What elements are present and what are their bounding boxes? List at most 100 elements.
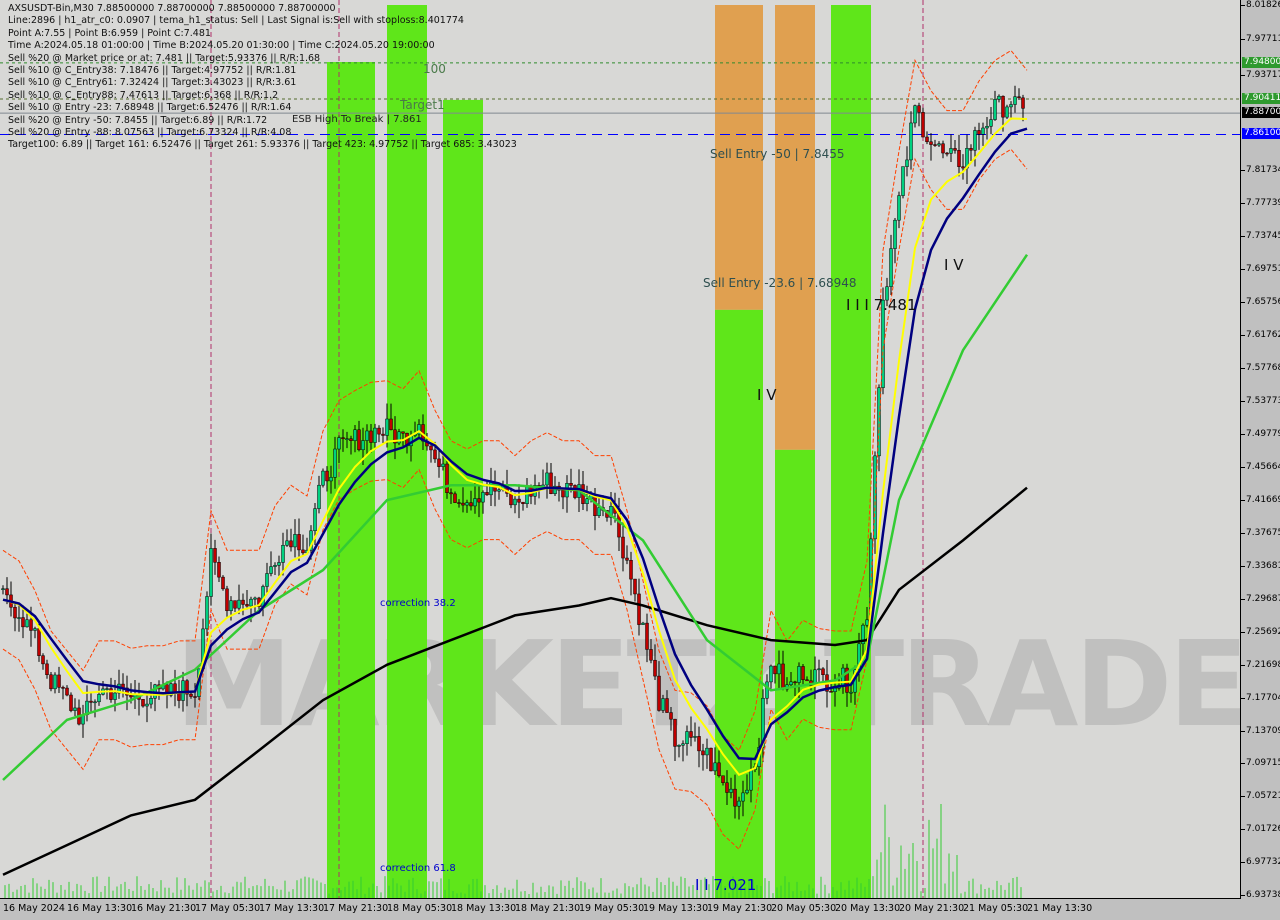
ma-fast-navy-line [2, 127, 1028, 761]
candle-body [877, 387, 881, 457]
candle-body [485, 492, 489, 496]
candle-body [709, 747, 713, 772]
correction-618-label: correction 61.8 [380, 863, 456, 874]
candle-body [289, 540, 293, 548]
candle-body [585, 498, 589, 504]
candle-body [65, 687, 69, 696]
candle-body [637, 593, 641, 625]
candle-body [625, 557, 629, 561]
candle-body [973, 130, 977, 151]
candle-body [149, 697, 153, 705]
candle-body [665, 698, 669, 713]
candle-body [573, 485, 577, 498]
candle-body [885, 286, 889, 301]
info-line: Sell %10 @ C_Entry61: 7.32424 || Target:… [8, 77, 297, 89]
candle-body [349, 438, 353, 441]
ma-fast-yellow-line [2, 117, 1028, 777]
candle-body [189, 693, 193, 697]
candle-body [805, 679, 809, 682]
plot-area[interactable]: MARKETZ|TRADE AXSUSDT-Bin,M30 7.88500000… [0, 0, 1241, 899]
candle-body [129, 694, 133, 698]
candle-body [245, 604, 249, 607]
candle-body [865, 619, 869, 626]
candle-body [933, 144, 937, 146]
price-tick-label: 7.69751 [1240, 263, 1280, 275]
wave-iii-label: I I I 7.481 [846, 296, 917, 314]
candle-body [701, 750, 705, 756]
candle-body [989, 119, 993, 127]
candle-body [317, 484, 321, 509]
candle-body [781, 663, 785, 690]
price-tick-label: 7.01726 [1240, 823, 1280, 835]
candle-body [325, 470, 329, 482]
candle-body [437, 458, 441, 467]
orange-zone [775, 5, 815, 450]
orange-zone [715, 5, 763, 310]
candle-body [729, 788, 733, 793]
lower-band-line [2, 148, 1028, 851]
candle-body [621, 536, 625, 559]
candle-body [905, 159, 909, 167]
candle-body [1005, 106, 1009, 118]
candle-body [397, 431, 401, 444]
candle-body [1021, 97, 1025, 109]
candle-body [205, 596, 209, 630]
candle-body [105, 688, 109, 690]
candle-body [717, 762, 721, 777]
time-tick-label: 16 May 2024 [3, 903, 65, 914]
candle-body [697, 736, 701, 752]
price-tick-label: 7.09715 [1240, 757, 1280, 769]
candle-body [833, 687, 837, 692]
price-tick-label: 7.77739 [1240, 197, 1280, 209]
candle-body [141, 699, 145, 707]
candle-body [373, 427, 377, 443]
candle-body [1001, 95, 1005, 118]
price-tick-label: 7.41669 [1240, 494, 1280, 506]
green-zone [775, 449, 815, 898]
candle-body [457, 502, 461, 504]
time-tick-label: 17 May 05:30 [195, 903, 261, 914]
candle-body [609, 505, 613, 518]
candle-body [553, 485, 557, 494]
candle-body [829, 691, 833, 693]
price-tick-label: 7.73745 [1240, 230, 1280, 242]
candle-body [881, 299, 885, 388]
price-tick-label: 8.01826 [1240, 0, 1280, 11]
candle-body [21, 617, 25, 628]
candle-body [37, 628, 41, 656]
candle-body [917, 105, 921, 113]
candle-body [217, 562, 221, 578]
candle-body [265, 573, 269, 587]
candle-body [29, 619, 33, 631]
price-axis[interactable]: 7.94800 7.90411 7.88700 7.86100 8.01826 7.977… [1240, 0, 1280, 900]
candle-body [681, 743, 685, 746]
candle-body [221, 576, 225, 590]
candle-body [381, 433, 385, 436]
time-tick-label: 17 May 13:30 [259, 903, 325, 914]
candle-body [817, 668, 821, 671]
info-line: Target100: 6.89 || Target 161: 6.52476 |… [8, 139, 517, 151]
candle-body [733, 788, 737, 807]
candle-body [969, 148, 973, 151]
time-tick-label: 20 May 21:30 [899, 903, 965, 914]
candle-body [961, 166, 965, 169]
candle-body [889, 248, 893, 287]
price-tag: 7.88700 [1242, 107, 1280, 119]
level-100-label: 100 [423, 62, 446, 76]
time-tick-label: 18 May 05:30 [387, 903, 453, 914]
candle-body [497, 489, 501, 492]
candle-body [389, 418, 393, 431]
price-chart [0, 0, 1240, 898]
candle-body [549, 472, 553, 494]
info-line: Sell %10 @ C_Entry38: 7.18476 || Target:… [8, 64, 297, 76]
candle-body [1017, 96, 1021, 99]
candle-body [449, 492, 453, 495]
price-tick-label: 7.65756 [1240, 296, 1280, 308]
price-tick-label: 6.97732 [1240, 856, 1280, 868]
candle-body [669, 712, 673, 720]
candle-body [181, 680, 185, 701]
price-tick-label: 7.33681 [1240, 560, 1280, 572]
candle-body [393, 429, 397, 444]
candle-body [249, 598, 253, 607]
candle-body [913, 105, 917, 124]
